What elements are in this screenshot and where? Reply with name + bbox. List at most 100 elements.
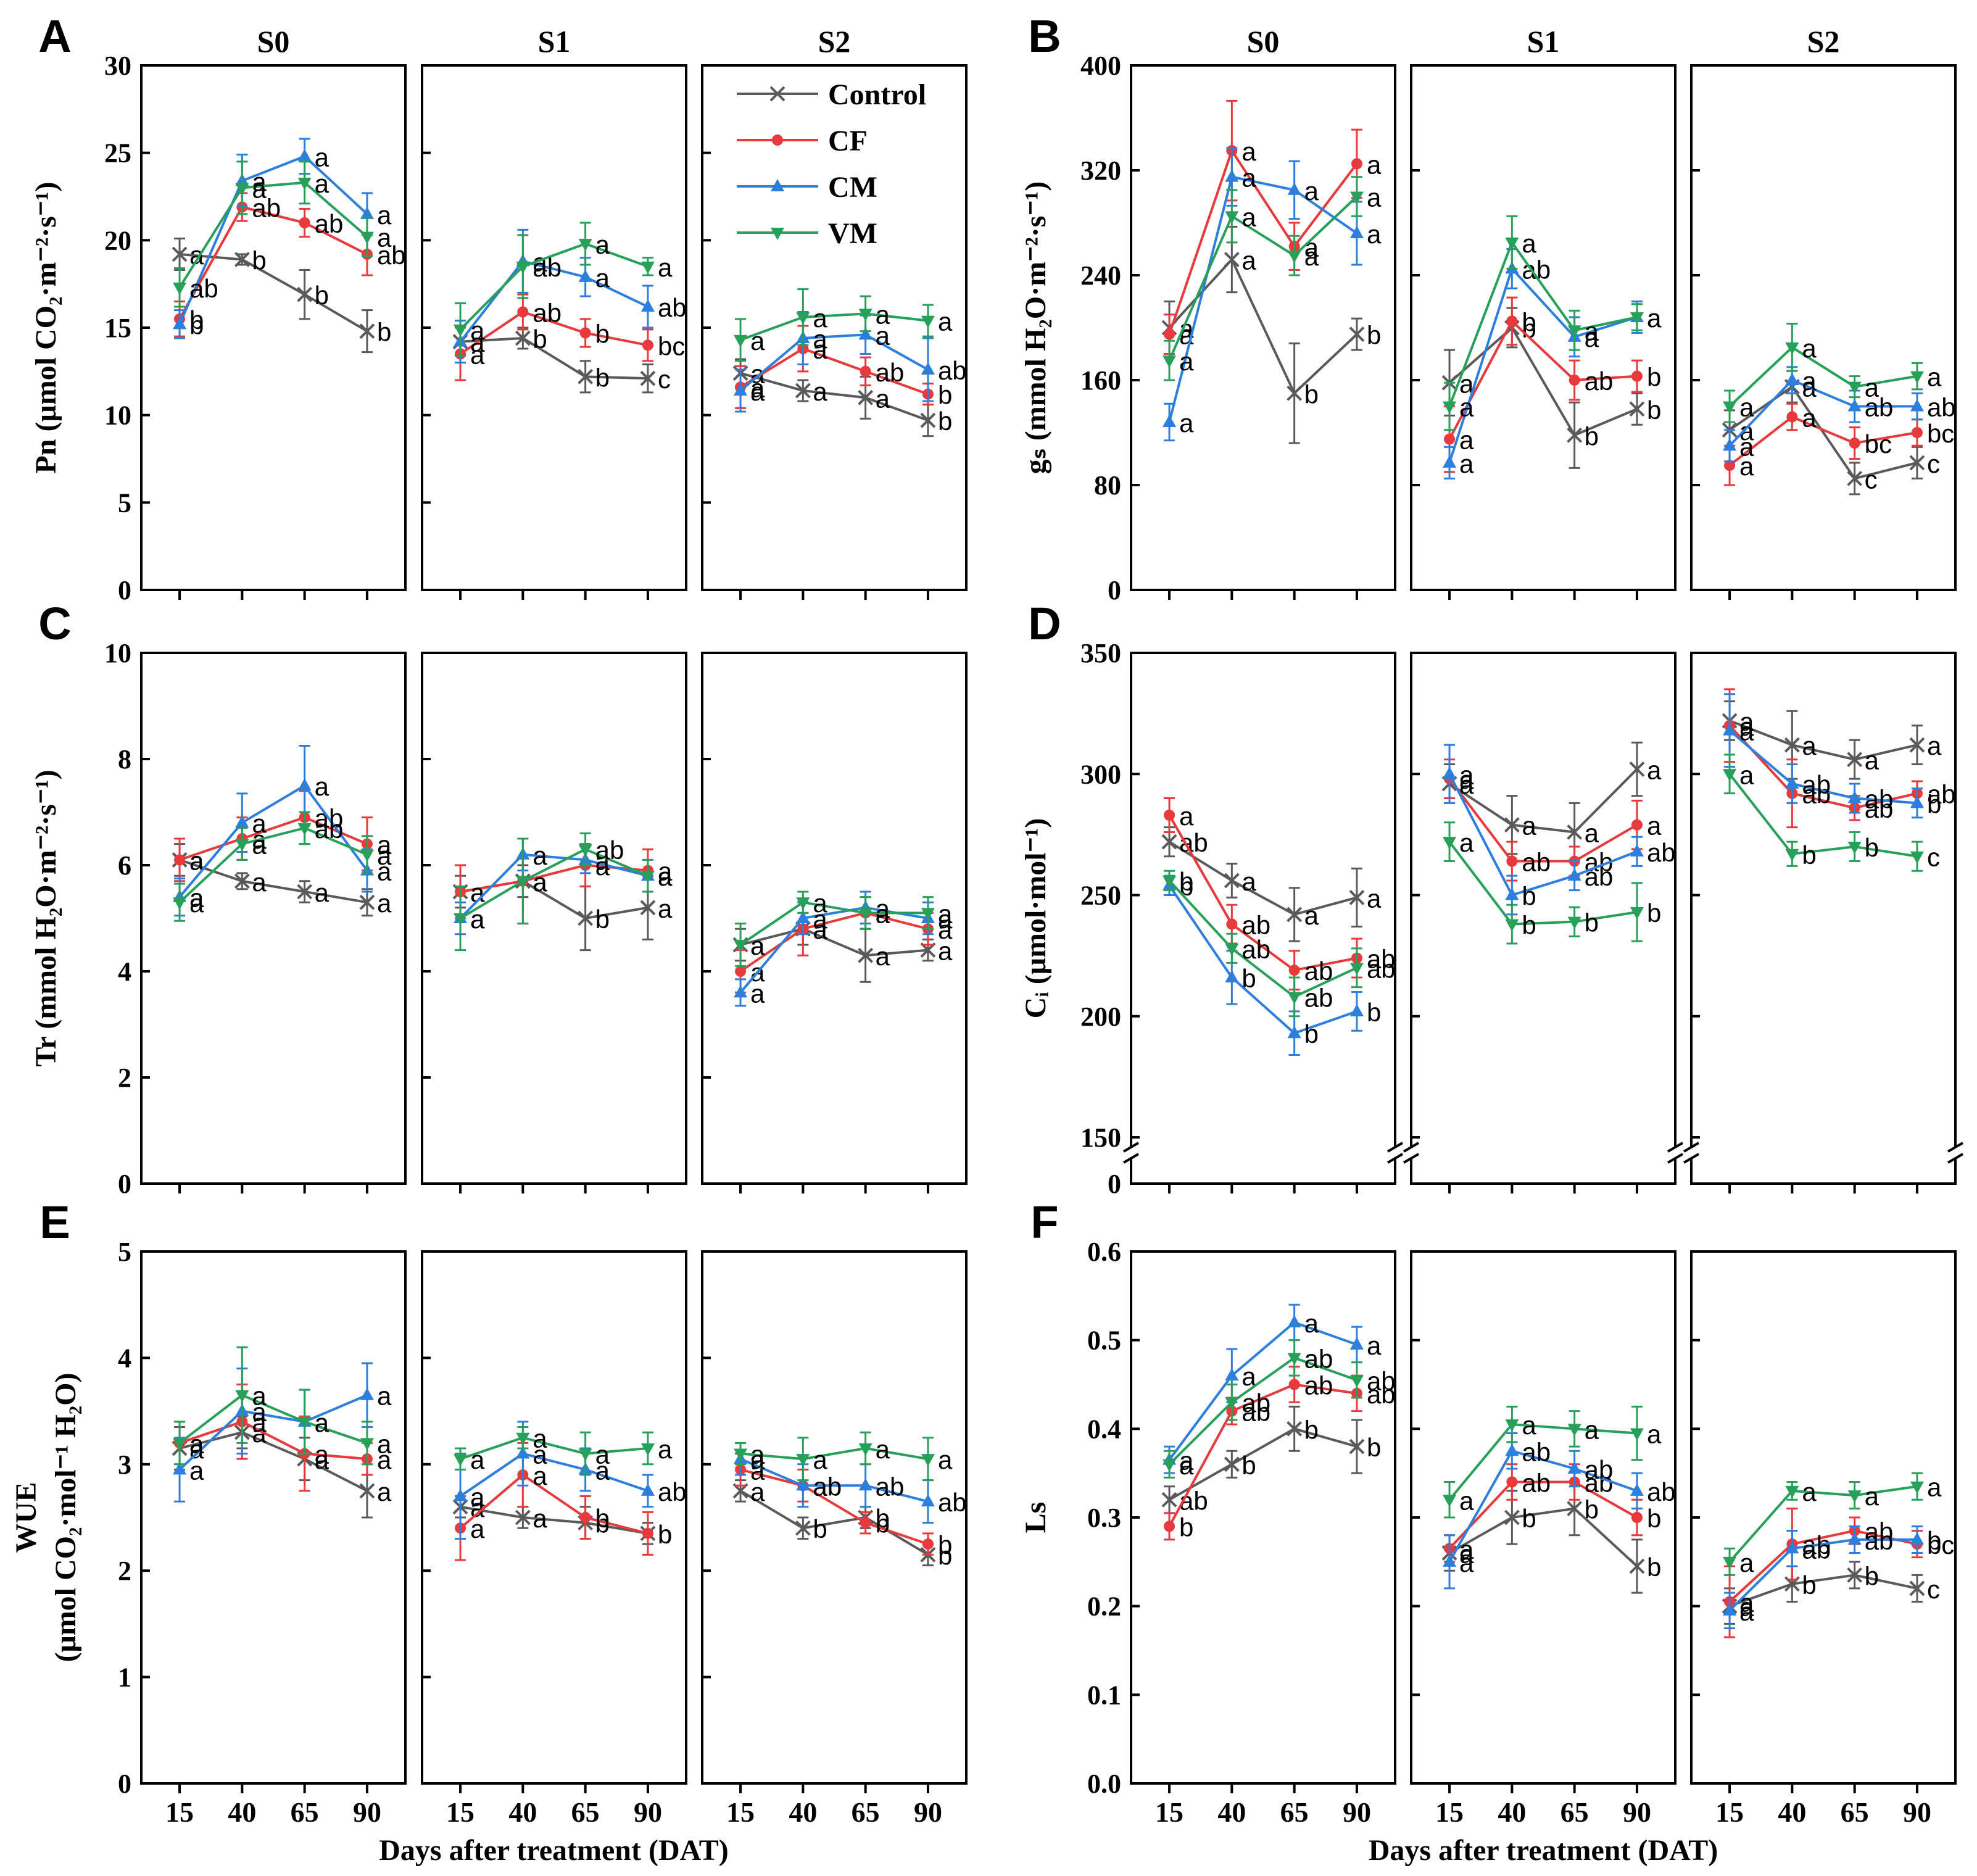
x-axis-title: Days after treatment (DAT)	[1369, 1834, 1718, 1867]
data-point	[578, 239, 592, 251]
panel-frame	[1690, 64, 1957, 591]
x-axis-title: Days after treatment (DAT)	[379, 1834, 728, 1867]
significance-letter: a	[189, 241, 204, 270]
data-point	[1847, 752, 1863, 768]
significance-letter: a	[1739, 393, 1754, 422]
significance-letter: a	[377, 1429, 392, 1458]
significance-letter: b	[1179, 867, 1193, 896]
data-point	[921, 1494, 935, 1507]
data-point	[297, 884, 313, 900]
legend-label: VM	[828, 217, 877, 250]
y-tick-label: 8	[118, 744, 131, 774]
significance-letter: a	[377, 223, 392, 252]
data-point	[795, 1520, 811, 1536]
data-point	[1226, 918, 1238, 930]
axis-break-mark	[1403, 1142, 1420, 1164]
series-line	[1168, 814, 1357, 972]
y-tick-label: 400	[1080, 51, 1121, 81]
data-point	[1630, 844, 1644, 857]
significance-letter: a	[813, 905, 827, 934]
data-point	[578, 368, 594, 384]
x-tick-label: 90	[634, 1796, 662, 1828]
data-point	[1505, 237, 1519, 250]
significance-letter: ab	[1865, 785, 1894, 814]
significance-letter: a	[750, 979, 765, 1008]
significance-letter: b	[595, 363, 610, 392]
series-line	[740, 1468, 929, 1545]
x-tick-label: 65	[1280, 1796, 1309, 1828]
data-point	[1567, 427, 1583, 443]
data-point	[1567, 1501, 1583, 1517]
panel-frame	[1690, 1250, 1957, 1785]
significance-letter: a	[1585, 317, 1599, 346]
data-point	[360, 206, 374, 219]
series-line	[1448, 1449, 1638, 1563]
y-axis-title: WUE	[10, 1482, 43, 1553]
significance-letter: b	[1522, 314, 1536, 343]
significance-letter: ab	[1865, 1517, 1894, 1546]
y-tick-label: 2	[118, 1556, 131, 1586]
significance-letter: b	[658, 1520, 672, 1549]
y-tick-label: 0	[118, 1769, 131, 1799]
series-line	[1448, 1480, 1638, 1550]
significance-letter: ab	[1647, 838, 1676, 867]
significance-letter: b	[1179, 1513, 1193, 1542]
significance-letter: a	[813, 915, 827, 944]
data-point	[1629, 761, 1645, 777]
data-point	[174, 854, 186, 866]
significance-letter: a	[315, 1408, 330, 1437]
significance-letter: a	[595, 1440, 610, 1469]
data-point	[1443, 401, 1457, 414]
significance-letter: a	[377, 841, 392, 870]
data-point	[1849, 438, 1860, 449]
y-axis-title: Cᵢ (μmol·mol⁻¹)	[1019, 818, 1052, 1019]
series-VM: aba aa	[173, 160, 392, 308]
significance-letter: a	[1585, 1415, 1599, 1444]
data-point	[454, 913, 468, 926]
x-tick-label: 15	[1715, 1796, 1744, 1828]
series-line	[1168, 884, 1357, 1035]
y-tick-label: 0.5	[1087, 1326, 1121, 1356]
significance-letter: a	[1179, 347, 1194, 376]
significance-letter: a	[1241, 246, 1256, 275]
significance-letter: b	[1304, 1019, 1319, 1048]
series-line	[740, 1490, 929, 1556]
significance-letter: bc	[1865, 430, 1892, 459]
x-tick-label: 15	[165, 1796, 194, 1828]
significance-letter: a	[1179, 1451, 1194, 1480]
series-line	[1728, 729, 1918, 805]
data-point	[516, 1432, 530, 1445]
series-VM: ab b c	[1723, 753, 1940, 872]
series-line	[459, 310, 649, 355]
significance-letter: b	[595, 1504, 610, 1533]
series-line	[1728, 1529, 1918, 1603]
series-line	[459, 1452, 649, 1498]
significance-letter: ab	[876, 1472, 905, 1501]
significance-letter: a	[1865, 746, 1880, 775]
data-point	[579, 327, 591, 339]
x-tick-label: 40	[1217, 1796, 1246, 1828]
significance-letter: b	[533, 325, 547, 354]
data-point	[1504, 817, 1520, 833]
data-point	[1723, 438, 1737, 451]
series-line	[1448, 768, 1638, 834]
data-point	[1505, 887, 1519, 900]
data-point	[360, 849, 374, 862]
significance-letter: a	[1739, 717, 1754, 746]
significance-letter: b	[1241, 1451, 1256, 1480]
data-point	[734, 383, 748, 396]
series-line	[1168, 196, 1358, 361]
significance-letter: b	[1304, 1415, 1319, 1444]
significance-letter: a	[1304, 901, 1319, 930]
panel-letter: A	[38, 10, 71, 62]
axis-break-mark	[1386, 1142, 1404, 1164]
series-line	[459, 242, 649, 331]
